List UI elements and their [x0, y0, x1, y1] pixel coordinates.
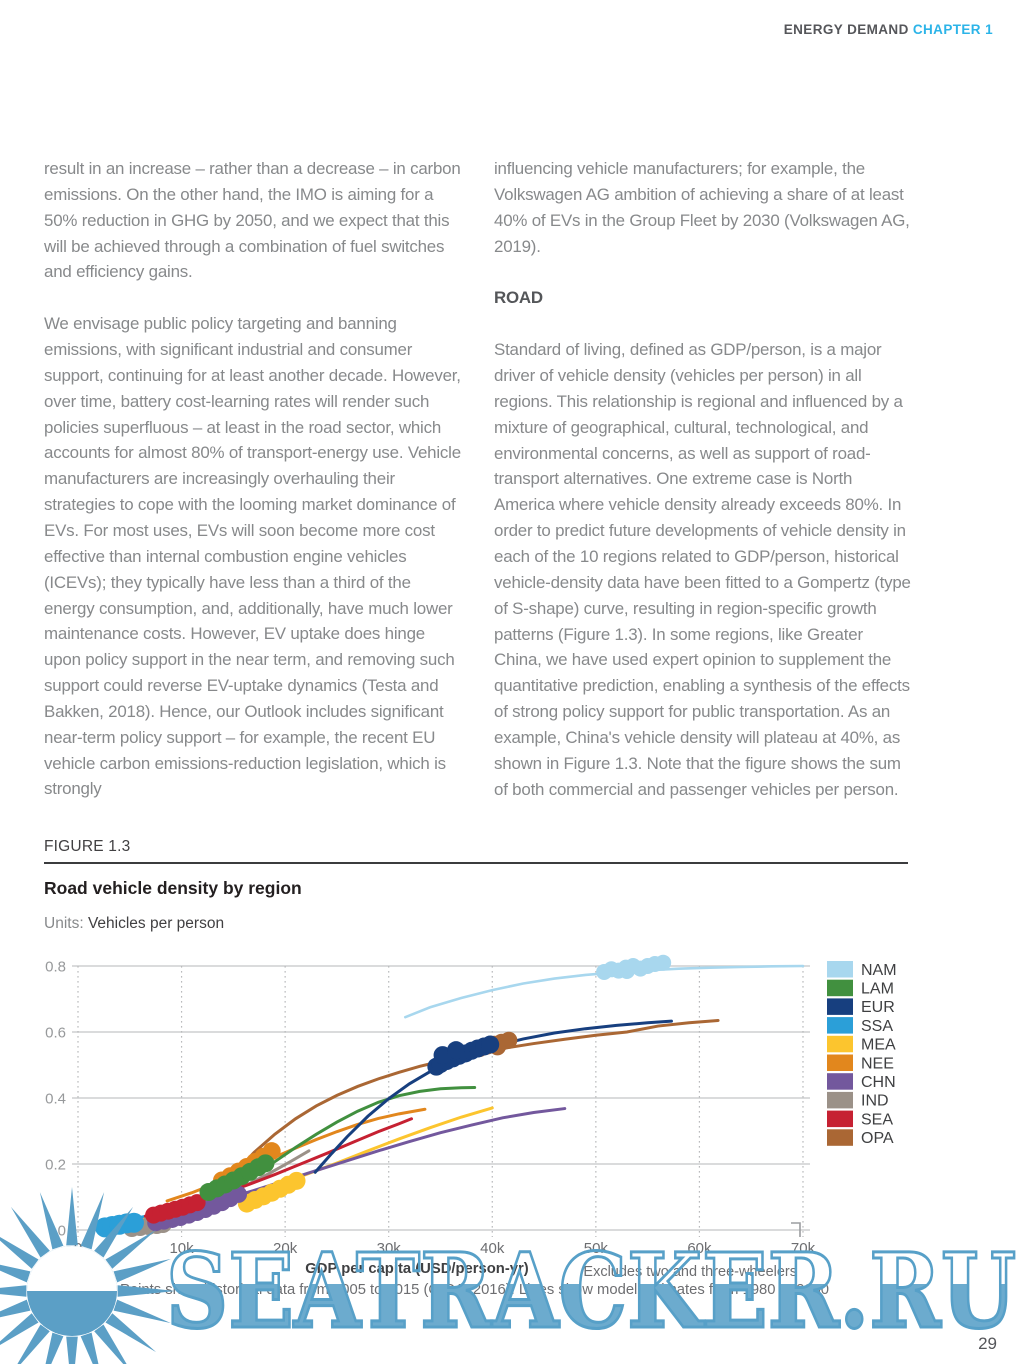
page-header: ENERGY DEMAND CHAPTER 1: [784, 22, 993, 37]
svg-text:40k: 40k: [480, 1240, 505, 1257]
legend-swatch-EUR: [827, 998, 853, 1015]
page-number: 29: [978, 1334, 997, 1353]
legend-swatch-SSA: [827, 1017, 853, 1034]
chart-gridlines: [72, 965, 810, 1237]
data-point-SEA: [188, 1194, 206, 1212]
data-point-SSA: [123, 1212, 144, 1233]
legend-label-SEA: SEA: [861, 1111, 893, 1128]
data-point-NAM: [655, 954, 672, 971]
svg-text:70k: 70k: [791, 1240, 816, 1257]
svg-text:0.8: 0.8: [45, 959, 66, 976]
legend-swatch-LAM: [827, 979, 853, 997]
svg-text:0.4: 0.4: [45, 1091, 66, 1108]
svg-text:30k: 30k: [377, 1240, 402, 1257]
right-column: influencing vehicle manufacturers; for e…: [494, 156, 912, 828]
svg-text:60k: 60k: [687, 1240, 712, 1257]
figure-caption: Points show historical data from 2005 to…: [120, 1282, 829, 1298]
legend-label-CHN: CHN: [861, 1074, 896, 1091]
svg-text:0.2: 0.2: [45, 1157, 66, 1174]
svg-text:50k: 50k: [584, 1240, 609, 1257]
data-point-NAM: [618, 962, 635, 979]
x-axis-label: GDP per capita (USD/person-yr): [305, 1261, 529, 1277]
legend-label-OPA: OPA: [861, 1130, 894, 1147]
header-chapter-label: CHAPTER 1: [912, 22, 993, 37]
legend-label-SSA: SSA: [861, 1018, 893, 1035]
left-column: result in an increase – rather than a de…: [44, 156, 462, 828]
right-paragraph-2: Standard of living, defined as GDP/perso…: [494, 340, 911, 799]
legend-label-NAM: NAM: [861, 962, 897, 979]
data-point-MEA: [287, 1171, 306, 1190]
figure-rule: [44, 862, 908, 864]
units-value: Vehicles per person: [87, 915, 225, 932]
svg-text:0: 0: [58, 1223, 66, 1240]
section-heading-road: ROAD: [494, 288, 543, 308]
svg-text:10k: 10k: [169, 1240, 194, 1257]
legend-swatch-NAM: [827, 961, 853, 978]
units-label: Units:: [44, 915, 84, 932]
svg-text:20k: 20k: [273, 1240, 298, 1257]
right-paragraph-1: influencing vehicle manufacturers; for e…: [494, 159, 910, 256]
figure-title: Road vehicle density by region: [44, 878, 302, 898]
legend-swatch-OPA: [827, 1129, 853, 1146]
legend-label-LAM: LAM: [861, 981, 894, 998]
header-section-label: ENERGY DEMAND: [783, 22, 909, 37]
legend-label-NEE: NEE: [861, 1055, 894, 1072]
left-paragraph-1: result in an increase – rather than a de…: [44, 159, 461, 282]
data-point-CHN: [230, 1185, 248, 1203]
data-point-LAM: [256, 1154, 275, 1173]
svg-text:0: 0: [74, 1240, 82, 1257]
legend-swatch-SEA: [827, 1110, 853, 1128]
legend-label-IND: IND: [861, 1093, 889, 1110]
data-point-EUR: [481, 1035, 500, 1054]
data-point-EUR: [447, 1041, 466, 1060]
legend-swatch-CHN: [827, 1073, 853, 1090]
figure-units: Units: Vehicles per person: [44, 915, 224, 933]
left-paragraph-2: We envisage public policy targeting and …: [44, 314, 461, 799]
legend-label-EUR: EUR: [861, 999, 895, 1016]
plot-corner-mark: [791, 1222, 801, 1237]
svg-text:0.6: 0.6: [45, 1025, 66, 1042]
legend-swatch-MEA: [827, 1035, 853, 1053]
legend-swatch-NEE: [827, 1054, 853, 1071]
legend-label-MEA: MEA: [861, 1037, 896, 1054]
figure-label: FIGURE 1.3: [44, 838, 131, 855]
figure-note: Excludes two and three-wheelers: [583, 1264, 797, 1280]
legend-swatch-IND: [827, 1091, 853, 1109]
